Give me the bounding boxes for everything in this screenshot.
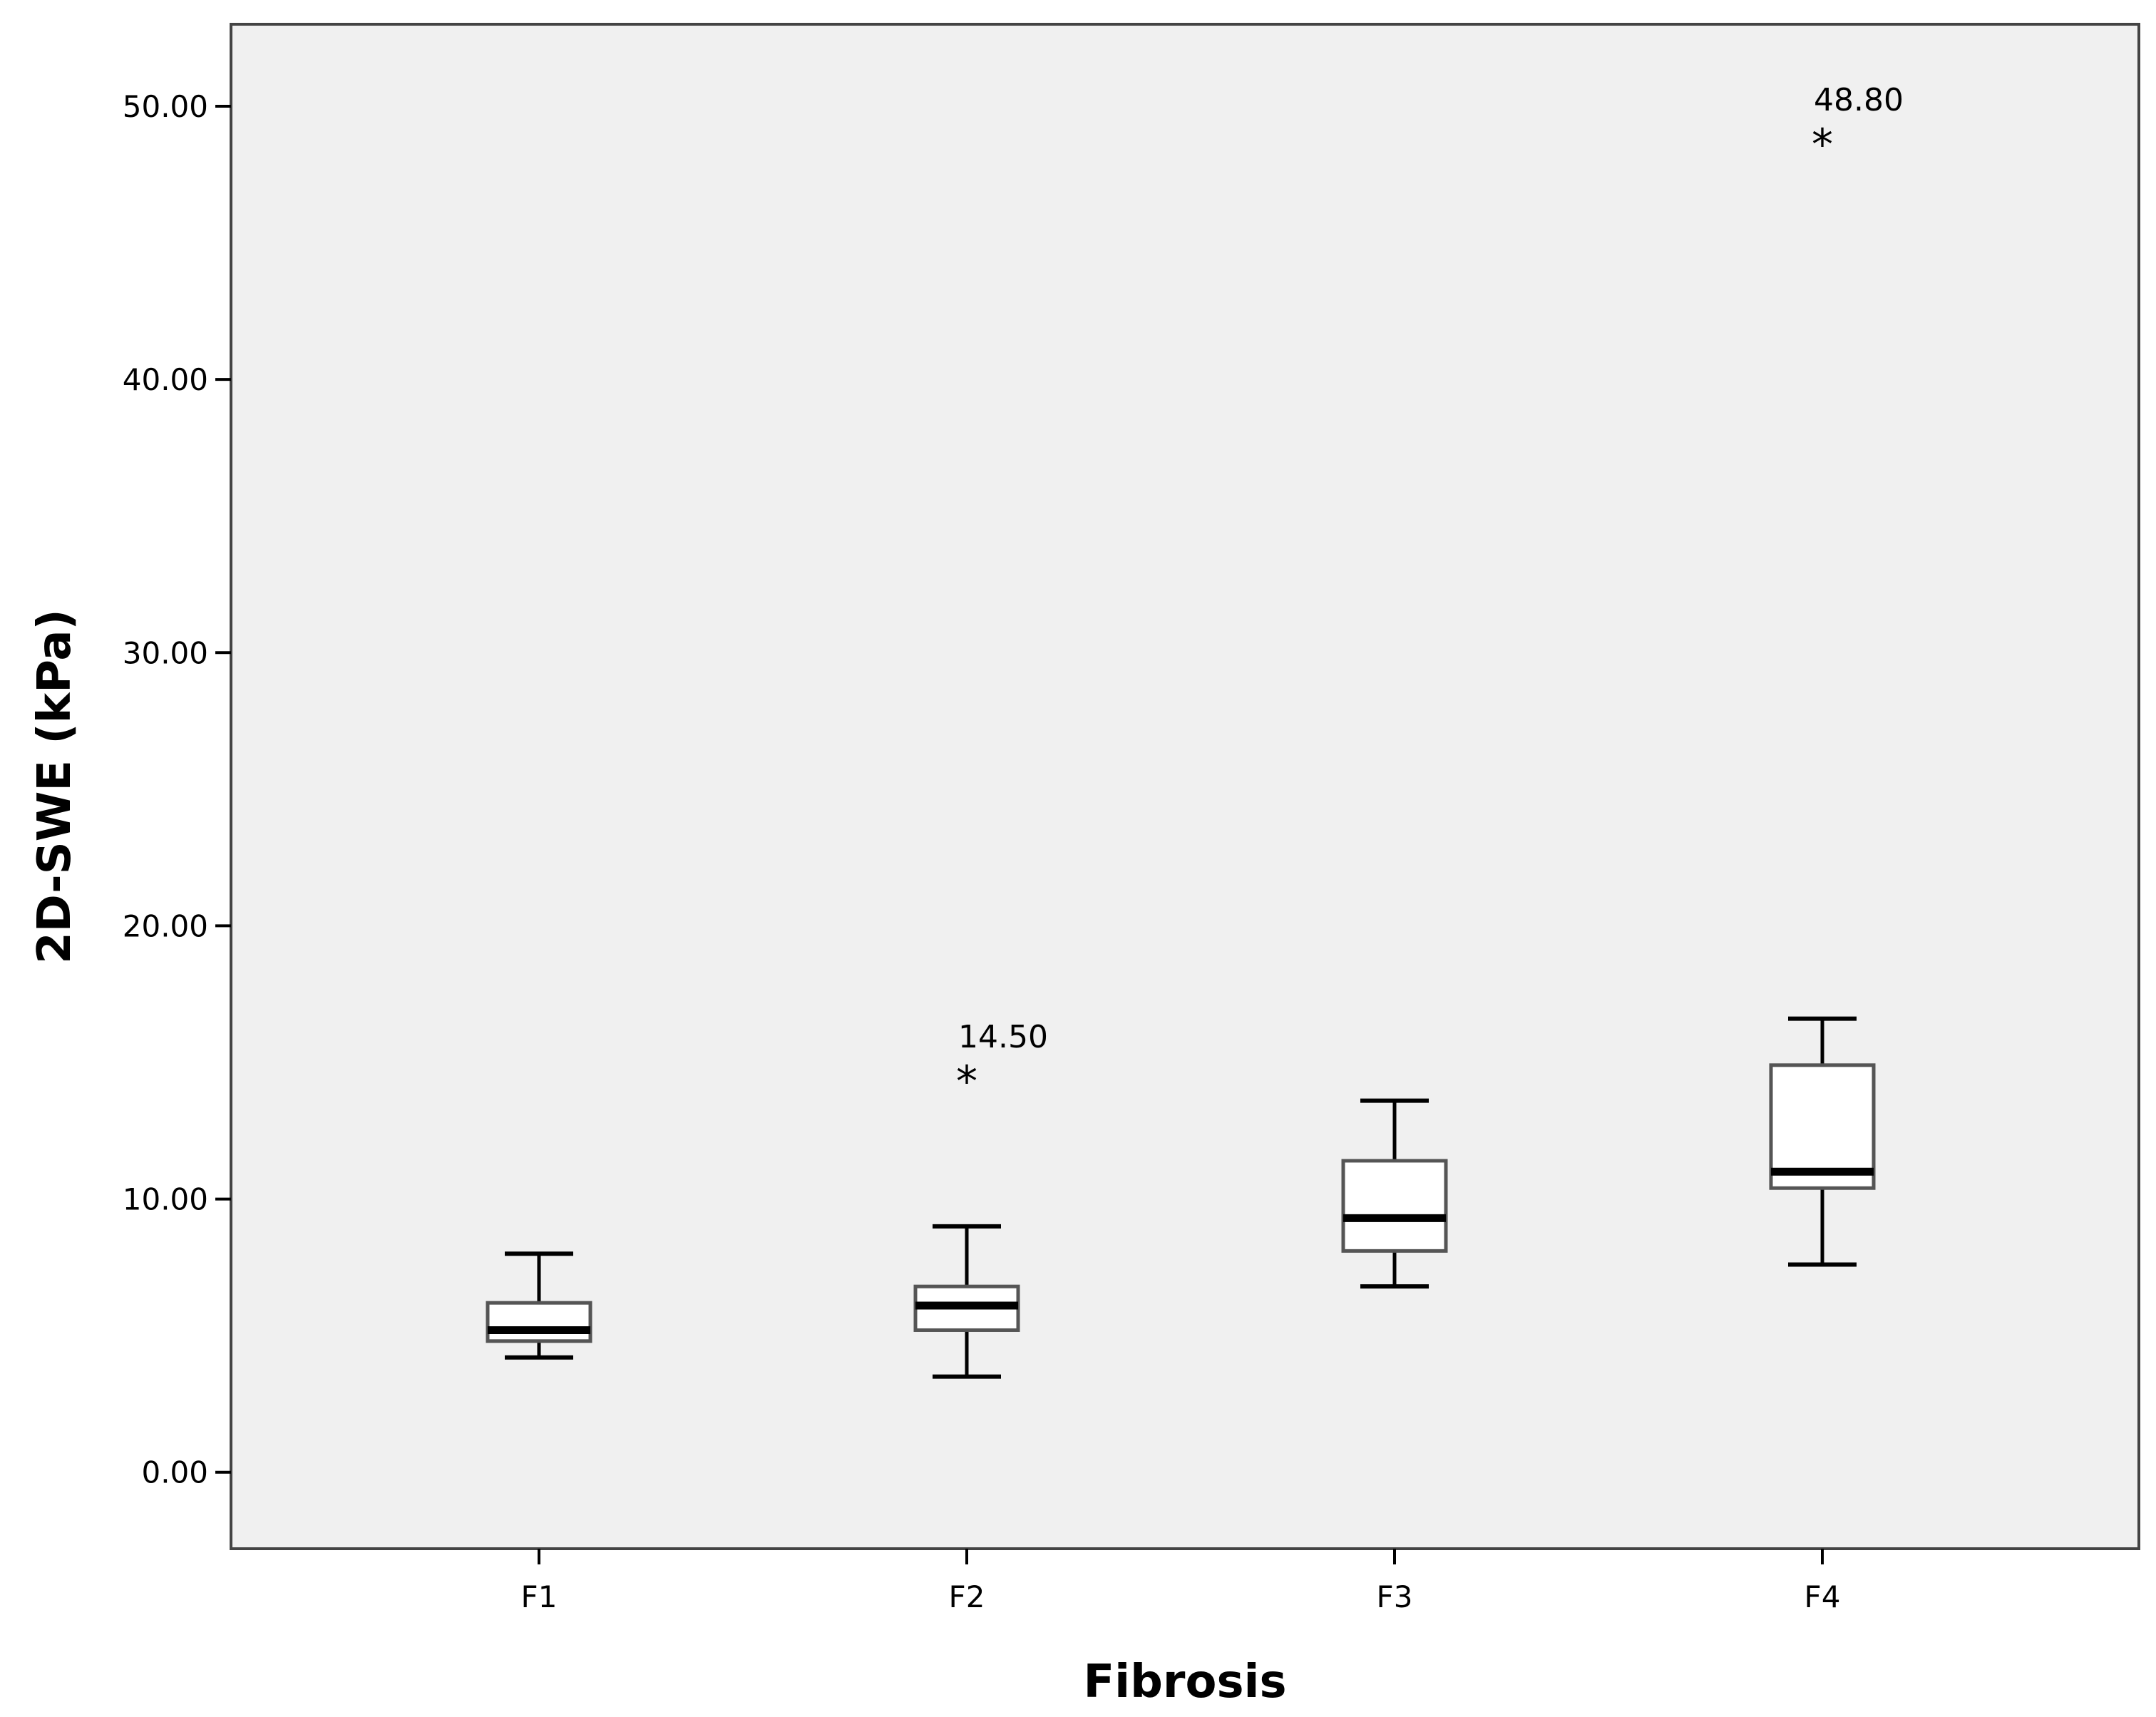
y-tick-label: 20.00 (123, 908, 208, 943)
x-tick-label: F4 (1805, 1579, 1841, 1614)
outlier-marker: * (956, 1057, 977, 1107)
y-tick-label: 0.00 (141, 1455, 208, 1490)
y-tick-label: 10.00 (123, 1182, 208, 1217)
y-tick-label: 30.00 (123, 635, 208, 670)
y-tick-label: 50.00 (123, 89, 208, 124)
outlier-label: 14.50 (958, 1019, 1048, 1055)
y-axis: 0.00 10.00 20.00 30.00 40.00 50.00 (123, 89, 231, 1490)
x-tick-label: F2 (949, 1579, 985, 1614)
x-axis-title: Fibrosis (1083, 1656, 1286, 1708)
x-tick-label: F1 (521, 1579, 558, 1614)
x-tick-label: F3 (1377, 1579, 1413, 1614)
x-axis: F1 F2 F3 F4 (521, 1549, 1841, 1614)
box-f3 (1341, 1098, 1448, 1289)
plot-area (230, 23, 2140, 1550)
y-tick-label: 40.00 (123, 362, 208, 397)
y-axis-title: 2D-SWE (kPa) (29, 609, 81, 964)
iqr-box (486, 1301, 592, 1343)
outlier-label: 48.80 (1814, 82, 1904, 118)
box-f1 (486, 1251, 592, 1360)
iqr-box (1769, 1063, 1876, 1190)
boxes: *14.50*48.80 (486, 82, 1904, 1379)
box-f4: *48.80 (1769, 82, 1904, 1267)
box-f2: *14.50 (913, 1019, 1048, 1379)
iqr-box (1341, 1159, 1448, 1253)
outlier-marker: * (1812, 120, 1833, 170)
